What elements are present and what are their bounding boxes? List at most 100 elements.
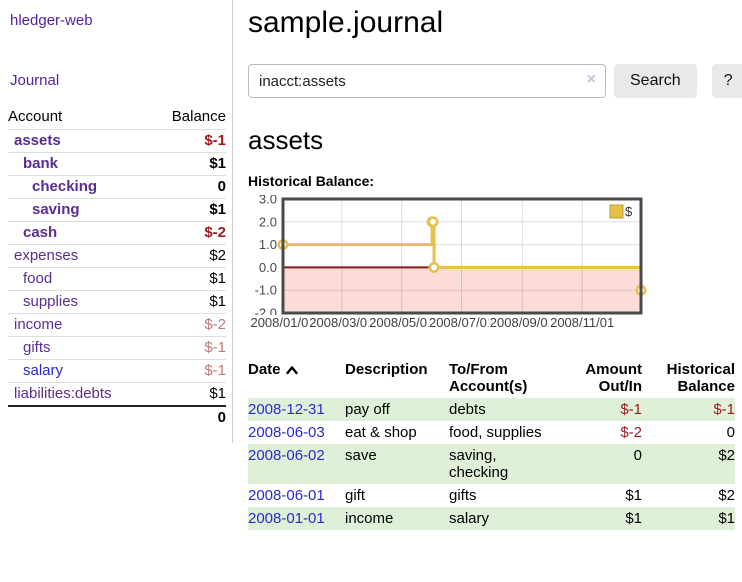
account-link[interactable]: checking <box>32 178 98 195</box>
account-link[interactable]: assets <box>14 132 61 149</box>
accounts-total-balance: 0 <box>151 405 226 429</box>
account-balance: $-1 <box>151 129 226 153</box>
chart-data-point <box>427 216 439 228</box>
account-link[interactable]: liabilities:debts <box>14 385 112 402</box>
negative-region <box>283 267 641 313</box>
search-button[interactable]: Search <box>614 64 697 98</box>
register-header-accounts: To/From Account(s) <box>449 361 528 395</box>
account-row: food $1 <box>8 267 226 291</box>
register-row: 2008-12-31 pay off debts $-1 $-1 <box>248 398 735 421</box>
register-header-row: Date Description To/From Account(s) Amou… <box>248 358 735 398</box>
account-balance: $-2 <box>151 221 226 245</box>
historical-balance-chart[interactable]: $3.0 2.0 1.0 0.0 -1.0 -2.0 2008/01/01 2008/03/0… <box>248 195 742 337</box>
brand-link[interactable]: hledger-web <box>10 12 93 29</box>
page-title: sample.journal <box>248 6 444 39</box>
clear-search-icon[interactable]: × <box>586 71 596 88</box>
register-row: 2008-06-02 save saving, checking 0 $2 <box>248 444 735 484</box>
account-row: cash $-2 <box>8 221 226 245</box>
register-header-description: Description <box>345 361 428 378</box>
main-content: sample.journal × Search ? assets Histori… <box>248 0 742 530</box>
transaction-description: eat & shop <box>345 424 417 441</box>
x-tick-label: 2008/07/01 <box>427 315 496 330</box>
account-row: expenses $2 <box>8 244 226 268</box>
transaction-accounts: food, supplies <box>449 424 542 441</box>
legend-swatch <box>609 204 624 219</box>
account-link[interactable]: income <box>14 316 63 333</box>
account-link[interactable]: gifts <box>23 339 51 356</box>
x-tick-label: 2008/01/01 <box>249 315 317 330</box>
register-account-heading: assets <box>248 125 324 155</box>
chart-data-point <box>428 261 440 273</box>
transaction-description: income <box>345 510 394 527</box>
y-tick-label: 2.0 <box>259 214 277 229</box>
search-box: × <box>248 64 606 98</box>
transaction-date-link[interactable]: 2008-06-02 <box>248 447 325 464</box>
register-header-balance: Historical Balance <box>666 361 735 395</box>
transaction-balance: $1 <box>718 510 735 527</box>
accounts-table: Account Balance assets $-1 bank $1 check… <box>8 105 226 429</box>
register-row: 2008-01-01 income salary $1 $1 <box>248 507 735 530</box>
y-tick-label: -1.0 <box>255 283 277 298</box>
account-link[interactable]: saving <box>32 201 80 218</box>
transaction-description: gift <box>345 487 366 504</box>
x-tick-label: 2008/11/01 <box>549 315 616 330</box>
register-table-body: 2008-12-31 pay off debts $-1 $-1 2008-06… <box>248 398 735 530</box>
account-row: salary $-1 <box>8 359 226 383</box>
account-balance: $1 <box>151 267 226 291</box>
transaction-amount: $-1 <box>620 401 642 418</box>
plot-border <box>281 197 643 315</box>
account-link[interactable]: expenses <box>14 247 79 264</box>
register-row: 2008-06-03 eat & shop food, supplies $-2… <box>248 421 735 444</box>
search-form: × Search ? <box>248 64 742 98</box>
chart-title: Historical Balance: <box>248 173 375 189</box>
account-link[interactable]: salary <box>23 362 64 379</box>
transaction-amount: $1 <box>625 510 642 527</box>
sidebar-item-journal[interactable]: Journal <box>10 72 60 89</box>
transaction-date-link[interactable]: 2008-01-01 <box>248 510 325 527</box>
accounts-header-balance: Balance <box>171 108 226 125</box>
chart-canvas: $3.0 2.0 1.0 0.0 -1.0 -2.0 <box>255 195 647 317</box>
account-balance: $-1 <box>151 336 226 360</box>
account-row: supplies $1 <box>8 290 226 314</box>
accounts-total-row: 0 <box>8 405 226 429</box>
x-tick-label: 2008/03/01 <box>308 315 376 330</box>
transaction-date-link[interactable]: 2008-06-03 <box>248 424 325 441</box>
account-row: liabilities:debts $1 <box>8 382 226 406</box>
account-link[interactable]: food <box>23 270 53 287</box>
register-row: 2008-06-01 gift gifts $1 $2 <box>248 484 735 507</box>
sort-ascending-icon <box>285 366 298 375</box>
account-link[interactable]: cash <box>23 224 58 241</box>
transaction-amount: $-2 <box>620 424 642 441</box>
account-row: bank $1 <box>8 152 226 176</box>
account-row: income $-2 <box>8 313 226 337</box>
account-balance: $-2 <box>151 313 226 337</box>
account-link[interactable]: bank <box>23 155 59 172</box>
account-link[interactable]: supplies <box>23 293 79 310</box>
account-balance: $1 <box>151 152 226 176</box>
transaction-accounts: saving, checking <box>449 447 509 481</box>
legend-label: $ <box>625 204 633 219</box>
account-balance: $1 <box>151 382 226 406</box>
transaction-description: pay off <box>345 401 390 418</box>
transaction-accounts: debts <box>449 401 486 418</box>
account-balance: $1 <box>151 198 226 222</box>
account-row: gifts $-1 <box>8 336 226 360</box>
transaction-date-link[interactable]: 2008-12-31 <box>248 401 325 418</box>
help-button[interactable]: ? <box>711 64 742 98</box>
y-tick-label: 3.0 <box>259 195 277 207</box>
transaction-accounts: salary <box>449 510 490 527</box>
y-tick-label: 0.0 <box>259 260 277 275</box>
register-header-amount: Amount Out/In <box>585 361 642 395</box>
account-balance: $-1 <box>151 359 226 383</box>
transaction-date-link[interactable]: 2008-06-01 <box>248 487 325 504</box>
register-table: Date Description To/From Account(s) Amou… <box>248 358 735 530</box>
account-balance: 0 <box>151 175 226 199</box>
transaction-balance: 0 <box>726 424 735 441</box>
register-header-date[interactable]: Date <box>248 358 345 398</box>
transaction-amount: $1 <box>625 487 642 504</box>
accounts-table-body: assets $-1 bank $1 checking 0 saving $1 … <box>8 129 226 406</box>
transaction-description: save <box>345 447 377 464</box>
account-row: saving $1 <box>8 198 226 222</box>
y-tick-label: 1.0 <box>259 237 277 252</box>
search-input[interactable] <box>248 64 606 98</box>
